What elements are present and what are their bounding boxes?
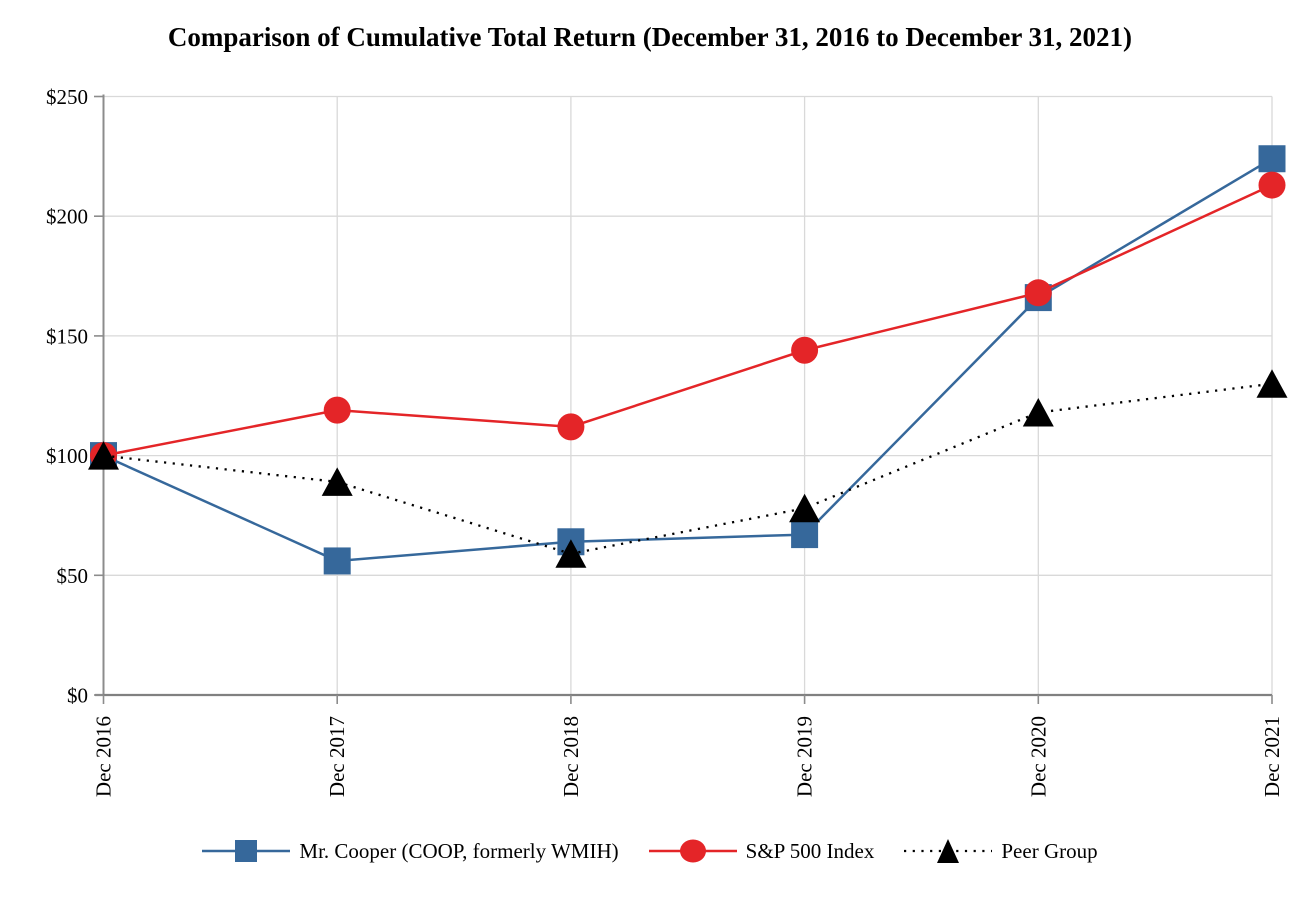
chart-title: Comparison of Cumulative Total Return (D… xyxy=(167,22,1133,52)
x-axis-tick-label: Dec 2021 xyxy=(1260,716,1284,797)
data-point-triangle xyxy=(1022,398,1054,427)
legend-label: Mr. Cooper (COOP, formerly WMIH) xyxy=(299,838,619,863)
y-axis-tick-label: $200 xyxy=(46,205,88,229)
data-point-square xyxy=(791,521,819,549)
data-point-triangle xyxy=(88,441,119,470)
data-point-triangle xyxy=(321,467,353,496)
y-axis-tick-label: $100 xyxy=(46,444,88,468)
y-axis-tick-label: $50 xyxy=(57,564,89,588)
legend-label: Peer Group xyxy=(1001,838,1098,863)
circle-marker-icon xyxy=(648,839,737,863)
data-point-circle xyxy=(557,413,585,441)
legend-item-2: S&P 500 Index xyxy=(648,836,875,866)
legend-item-3: Peer Group xyxy=(904,836,1098,866)
legend-item-1: Mr. Cooper (COOP, formerly WMIH) xyxy=(202,836,619,866)
x-axis-tick-label: Dec 2020 xyxy=(1026,716,1050,797)
y-axis-tick-label: $150 xyxy=(46,324,88,348)
y-axis-tick-label: $250 xyxy=(46,85,88,109)
series-line-1 xyxy=(102,157,1273,563)
data-point-square xyxy=(1258,145,1286,173)
data-point-circle xyxy=(1024,279,1052,307)
data-point-triangle xyxy=(555,539,587,568)
x-axis-tick-label: Dec 2018 xyxy=(559,716,583,797)
legend-label: S&P 500 Index xyxy=(745,838,875,863)
data-point-square xyxy=(323,547,351,575)
x-axis-tick-label: Dec 2017 xyxy=(325,716,349,797)
square-marker-icon xyxy=(202,840,291,862)
triangle-marker-icon xyxy=(904,839,993,863)
data-point-circle xyxy=(1258,171,1286,199)
series-line-3 xyxy=(103,382,1273,555)
x-axis-tick-label: Dec 2016 xyxy=(92,716,116,797)
data-point-triangle xyxy=(789,493,821,523)
data-point-circle xyxy=(323,396,351,424)
y-axis-tick-label: $0 xyxy=(67,684,88,708)
chart-legend: Mr. Cooper (COOP, formerly WMIH) S&P 500 … xyxy=(0,836,1300,866)
data-point-triangle xyxy=(1256,369,1288,398)
data-point-circle xyxy=(791,336,819,364)
x-axis-tick-label: Dec 2019 xyxy=(793,716,817,797)
series-line-2 xyxy=(103,183,1273,457)
